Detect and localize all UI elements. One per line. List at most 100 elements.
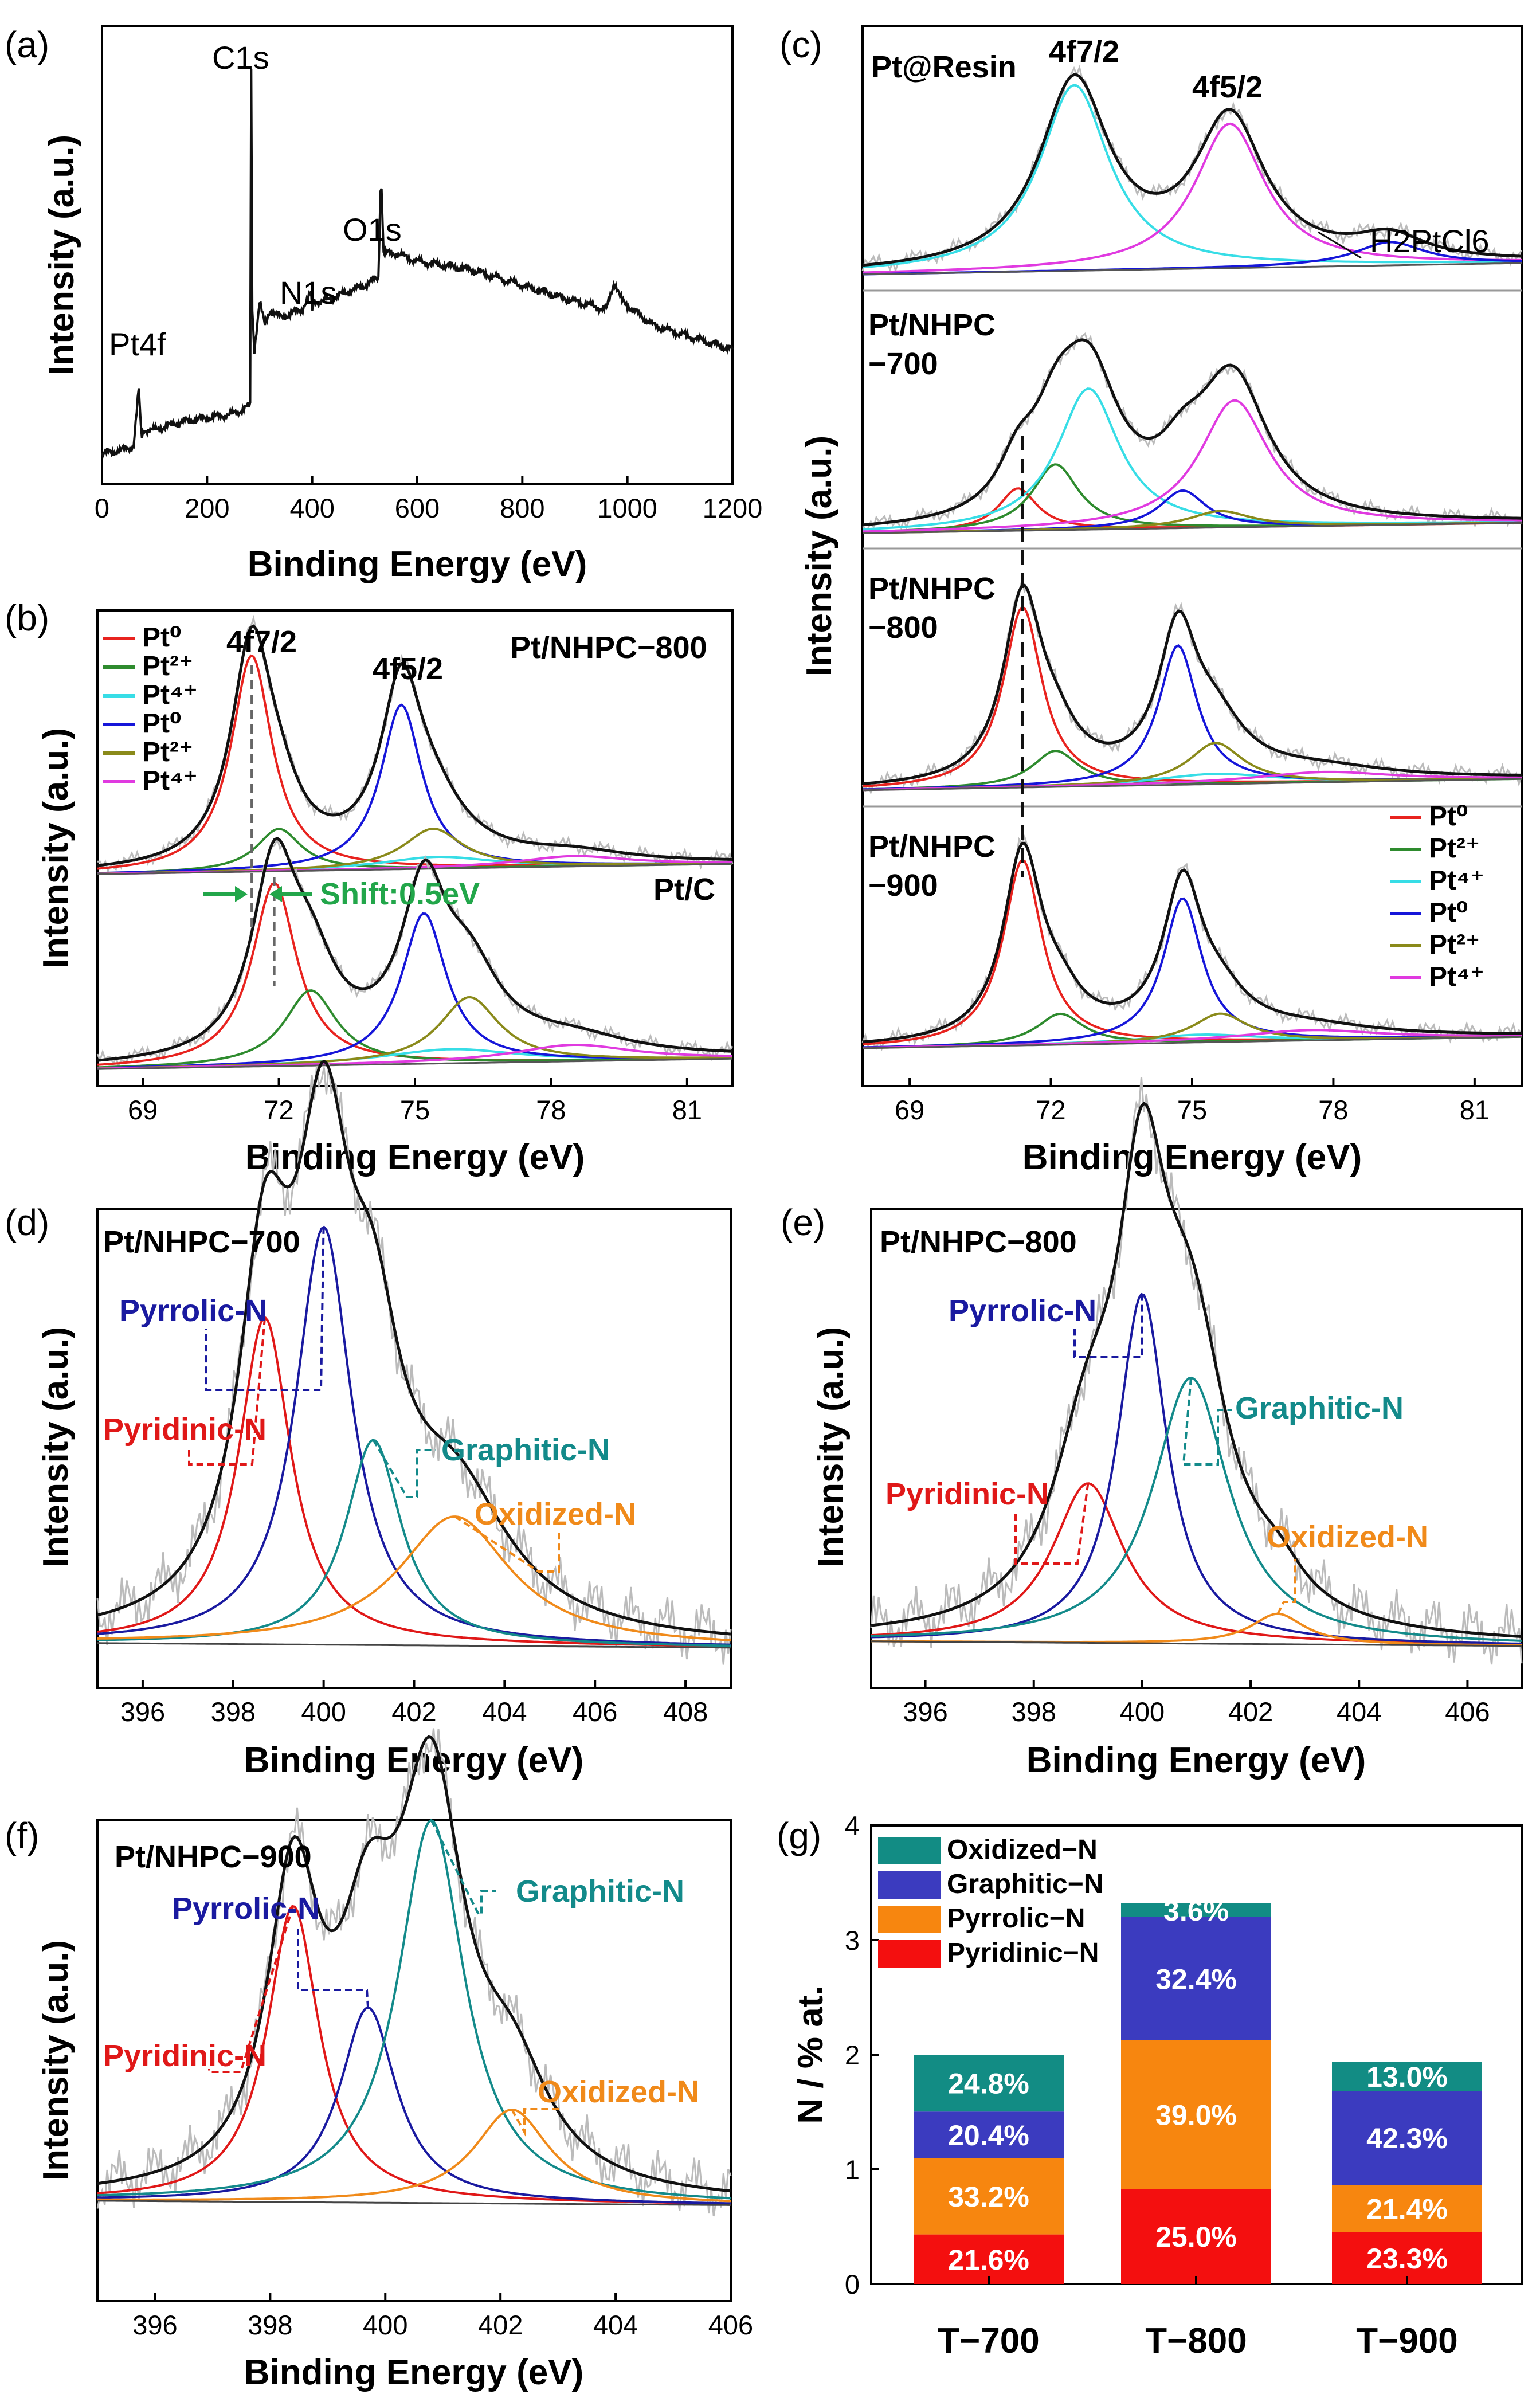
raw-data-line [861, 332, 1523, 530]
category-label: T−700 [938, 2321, 1040, 2361]
callout-pyridinic [188, 1318, 266, 1466]
survey-line [101, 69, 734, 459]
x-tick-label: 1200 [703, 493, 763, 523]
background-line [871, 1640, 1522, 1647]
bar-label: 21.6% [948, 2244, 1029, 2276]
panel-b-spectra [96, 614, 734, 1070]
background-line [97, 2200, 731, 2206]
envelope-line [97, 624, 733, 867]
sample-label-resin: Pt@Resin [871, 50, 1017, 84]
o1s-annotation: O1s [343, 211, 402, 248]
callout-graphitic [372, 1439, 436, 1498]
callout-pyrrolic [205, 1227, 325, 1391]
legend-label-pt4b: Pt⁴⁺ [1429, 962, 1484, 992]
panel-e-frame [870, 1208, 1523, 1689]
panel-f-annotations: Pyridinic-N Pyrrolic-N Graphitic-N Oxidized… [103, 1820, 699, 2137]
legend-label-pt4b: Pt⁴⁺ [142, 766, 198, 796]
component-pt4b [862, 122, 1522, 274]
panel-e-title: Pt/NHPC−800 [880, 1225, 1077, 1259]
y-tick-label: 2 [845, 2040, 860, 2070]
legend-label-pt0b: Pt⁰ [1429, 898, 1468, 928]
panel-b-label: (b) [5, 597, 49, 638]
background-line [97, 1642, 731, 1649]
panel-a-ylabel: Intensity (a.u.) [42, 135, 81, 375]
bar-label: 39.0% [1155, 2099, 1237, 2131]
peak-label-graphitic: Graphitic-N [1235, 1391, 1404, 1425]
envelope-line [97, 1059, 731, 1636]
panel-c-xlabel: Binding Energy (eV) [1022, 1138, 1362, 1177]
component-pt4b [862, 399, 1522, 533]
panel-c-ylabel: Intensity (a.u.) [800, 436, 839, 676]
panel-e-spectra [870, 1077, 1523, 1665]
panel-d-ylabel: Intensity (a.u.) [36, 1327, 76, 1568]
shift-arrowhead-left [235, 886, 248, 902]
h2ptcl6-pointer [1318, 231, 1362, 259]
x-tick-label: 402 [391, 1696, 436, 1727]
h2ptcl6-label: H2PtCl6 [1370, 223, 1490, 259]
peak-label-4f52: 4f5/2 [373, 652, 443, 686]
c-peak-label-4f52-text: 4f5/2 [1192, 70, 1263, 104]
x-tick-label: 406 [573, 1696, 617, 1727]
raw-data-line [861, 834, 1523, 1052]
bar-Pyridinic−N-T−800 [1121, 2189, 1271, 2284]
y-tick-label: 1 [845, 2154, 860, 2185]
component-graphitic [97, 1439, 731, 1647]
x-tick-label: 406 [708, 2310, 753, 2340]
panel-a-xlabel: Binding Energy (eV) [248, 544, 587, 584]
panel-f-xlabel: Binding Energy (eV) [244, 2353, 583, 2392]
legend-label: Oxidized−N [947, 1835, 1098, 1865]
x-tick-label: 69 [895, 1095, 924, 1125]
component-pyrrolic [97, 1225, 731, 1646]
x-tick-label: 398 [248, 2310, 292, 2340]
peak-label-graphitic: Graphitic-N [441, 1433, 610, 1467]
panel-e: (e) 396 398 400 402 404 406 Binding Energy (e… [781, 1077, 1523, 1780]
sample-label-700: Pt/NHPC −700 [868, 308, 996, 381]
raw-data-line [96, 1728, 732, 2217]
category-label: T−900 [1356, 2321, 1458, 2361]
pt4f-annotation: Pt4f [109, 326, 166, 362]
x-tick-label: 78 [1318, 1095, 1348, 1125]
x-tick-label: 408 [663, 1696, 708, 1727]
legend-label-pt2: Pt²⁺ [142, 651, 193, 681]
sample-label-nhpc800: Pt/NHPC−800 [510, 630, 707, 665]
panel-g-legend: Oxidized−N Graphitic−N Pyrrolic−N Pyridinic… [878, 1835, 1103, 1968]
component-pyrrolic [871, 1292, 1522, 1645]
sample-label-ptc: Pt/C [653, 872, 715, 907]
legend-swatch [878, 1871, 941, 1899]
x-tick-label: 75 [1177, 1095, 1207, 1125]
legend-label: Pyrrolic−N [947, 1903, 1085, 1934]
callout-pyridinic [208, 1905, 295, 2073]
panel-f-ylabel: Intensity (a.u.) [36, 1940, 76, 2181]
component-oxidized [97, 2108, 731, 2203]
x-tick-label: 72 [264, 1095, 293, 1125]
category-label: T−800 [1145, 2321, 1247, 2361]
callout-oxidized [454, 1515, 560, 1573]
callout-graphitic [1182, 1377, 1232, 1466]
x-tick-label: 600 [395, 493, 440, 523]
panel-b: (b) 69 72 75 78 81 Binding Energy (eV) Inten… [5, 597, 734, 1177]
x-tick-label: 400 [289, 493, 334, 523]
panel-a: (a) 0 200 400 600 800 1000 1200 Binding Energy… [5, 24, 762, 584]
x-tick-label: 402 [1228, 1696, 1273, 1727]
panel-f-label: (f) [5, 1815, 39, 1856]
panel-d-annotations: Pyridinic-N Pyrrolic-N Graphitic-N Oxidized… [103, 1227, 636, 1573]
panel-e-x-ticks: 396 398 400 402 404 406 [903, 1680, 1490, 1727]
x-tick-label: 396 [903, 1696, 947, 1727]
peak-label-oxidized: Oxidized-N [538, 2075, 699, 2109]
envelope-line [862, 841, 1522, 1044]
background-line [862, 778, 1522, 792]
bar-Oxidized−N-T−800 [1121, 1903, 1271, 1917]
y-tick-label: 4 [845, 1811, 860, 1841]
component-graphitic [97, 1819, 731, 2200]
legend-swatch [878, 1940, 941, 1968]
x-tick-label: 200 [185, 493, 229, 523]
x-tick-label: 800 [500, 493, 544, 523]
panel-g-bars: 21.6% 33.2% 20.4% 24.8% 25.0% 39.0% 32.4% 3.6% 2… [914, 1895, 1482, 2284]
legend-label-pt0: Pt⁰ [1429, 801, 1468, 832]
x-tick-label: 398 [1012, 1696, 1056, 1727]
x-tick-label: 0 [95, 493, 109, 523]
x-tick-label: 72 [1036, 1095, 1065, 1125]
component-pt0b [862, 644, 1522, 791]
